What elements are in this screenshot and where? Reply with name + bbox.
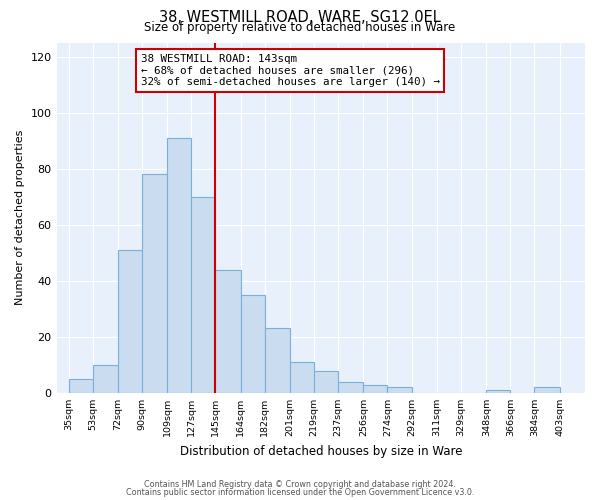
Bar — [215, 270, 241, 393]
Text: Contains HM Land Registry data © Crown copyright and database right 2024.: Contains HM Land Registry data © Crown c… — [144, 480, 456, 489]
Bar — [167, 138, 191, 393]
Bar — [534, 388, 560, 393]
Bar — [118, 250, 142, 393]
Bar — [142, 174, 167, 393]
Bar — [364, 384, 388, 393]
Bar — [388, 388, 412, 393]
X-axis label: Distribution of detached houses by size in Ware: Distribution of detached houses by size … — [179, 444, 462, 458]
Bar — [486, 390, 510, 393]
Bar — [191, 196, 215, 393]
Text: Size of property relative to detached houses in Ware: Size of property relative to detached ho… — [145, 21, 455, 34]
Bar — [314, 370, 338, 393]
Bar — [241, 295, 265, 393]
Y-axis label: Number of detached properties: Number of detached properties — [15, 130, 25, 306]
Bar — [338, 382, 364, 393]
Text: 38 WESTMILL ROAD: 143sqm
← 68% of detached houses are smaller (296)
32% of semi-: 38 WESTMILL ROAD: 143sqm ← 68% of detach… — [140, 54, 440, 87]
Text: Contains public sector information licensed under the Open Government Licence v3: Contains public sector information licen… — [126, 488, 474, 497]
Bar — [290, 362, 314, 393]
Text: 38, WESTMILL ROAD, WARE, SG12 0EL: 38, WESTMILL ROAD, WARE, SG12 0EL — [159, 10, 441, 25]
Bar — [265, 328, 290, 393]
Bar — [92, 365, 118, 393]
Bar — [68, 379, 92, 393]
